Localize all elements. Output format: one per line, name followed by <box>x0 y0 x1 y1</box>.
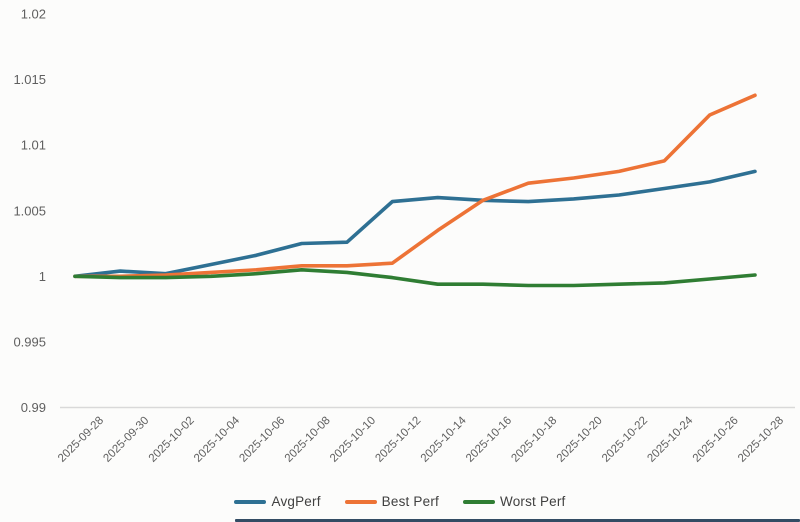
legend-line-swatch-avgperf <box>234 499 267 504</box>
y-tick-label: 1.015 <box>13 72 46 87</box>
legend-label-avgperf: AvgPerf <box>271 494 321 509</box>
legend-item-worstperf[interactable]: Worst Perf <box>463 494 566 509</box>
x-tick-label: 2025-10-10 <box>328 415 378 465</box>
y-tick-label: 0.995 <box>13 334 46 349</box>
x-tick-label: 2025-10-02 <box>147 415 197 465</box>
y-tick-label: 1.01 <box>21 138 46 153</box>
x-tick-label: 2025-10-08 <box>283 415 333 465</box>
x-tick-label: 2025-10-14 <box>419 414 470 465</box>
bottom-edge-artifact <box>235 519 800 522</box>
series-line-worstperf <box>73 267 757 288</box>
y-tick-label: 1.005 <box>13 203 46 218</box>
legend-line-swatch-bestperf <box>344 499 377 504</box>
x-tick-label: 2025-10-12 <box>373 415 423 465</box>
legend-line-swatch-worstperf <box>463 499 495 504</box>
x-tick-label: 2025-10-22 <box>600 415 650 465</box>
y-tick-label: 1.02 <box>21 7 46 22</box>
x-tick-label: 2025-10-26 <box>691 415 741 465</box>
x-tick-label: 2025-10-18 <box>509 415 559 465</box>
legend-label-bestperf: Best Perf <box>381 494 439 509</box>
y-tick-label: 0.99 <box>21 400 46 415</box>
x-tick-label: 2025-10-24 <box>645 414 696 465</box>
x-tick-label: 2025-10-04 <box>192 414 243 465</box>
legend: AvgPerf Best Perf Worst Perf <box>0 494 800 509</box>
legend-item-bestperf[interactable]: Best Perf <box>344 494 439 509</box>
x-tick-label: 2025-10-16 <box>464 415 514 465</box>
performance-line-chart: 1.021.0151.011.00510.9950.992025-09-2820… <box>13 7 795 465</box>
y-tick-label: 1 <box>39 269 46 284</box>
x-tick-label: 2025-09-28 <box>56 415 106 465</box>
series-line-avgperf <box>73 169 757 279</box>
x-tick-label: 2025-09-30 <box>101 415 151 465</box>
legend-item-avgperf[interactable]: AvgPerf <box>234 494 320 509</box>
x-tick-label: 2025-10-06 <box>237 415 287 465</box>
series-line-bestperf <box>73 93 757 279</box>
x-tick-label: 2025-10-20 <box>555 415 605 465</box>
legend-label-worstperf: Worst Perf <box>500 494 566 509</box>
x-tick-label: 2025-10-28 <box>736 415 786 465</box>
